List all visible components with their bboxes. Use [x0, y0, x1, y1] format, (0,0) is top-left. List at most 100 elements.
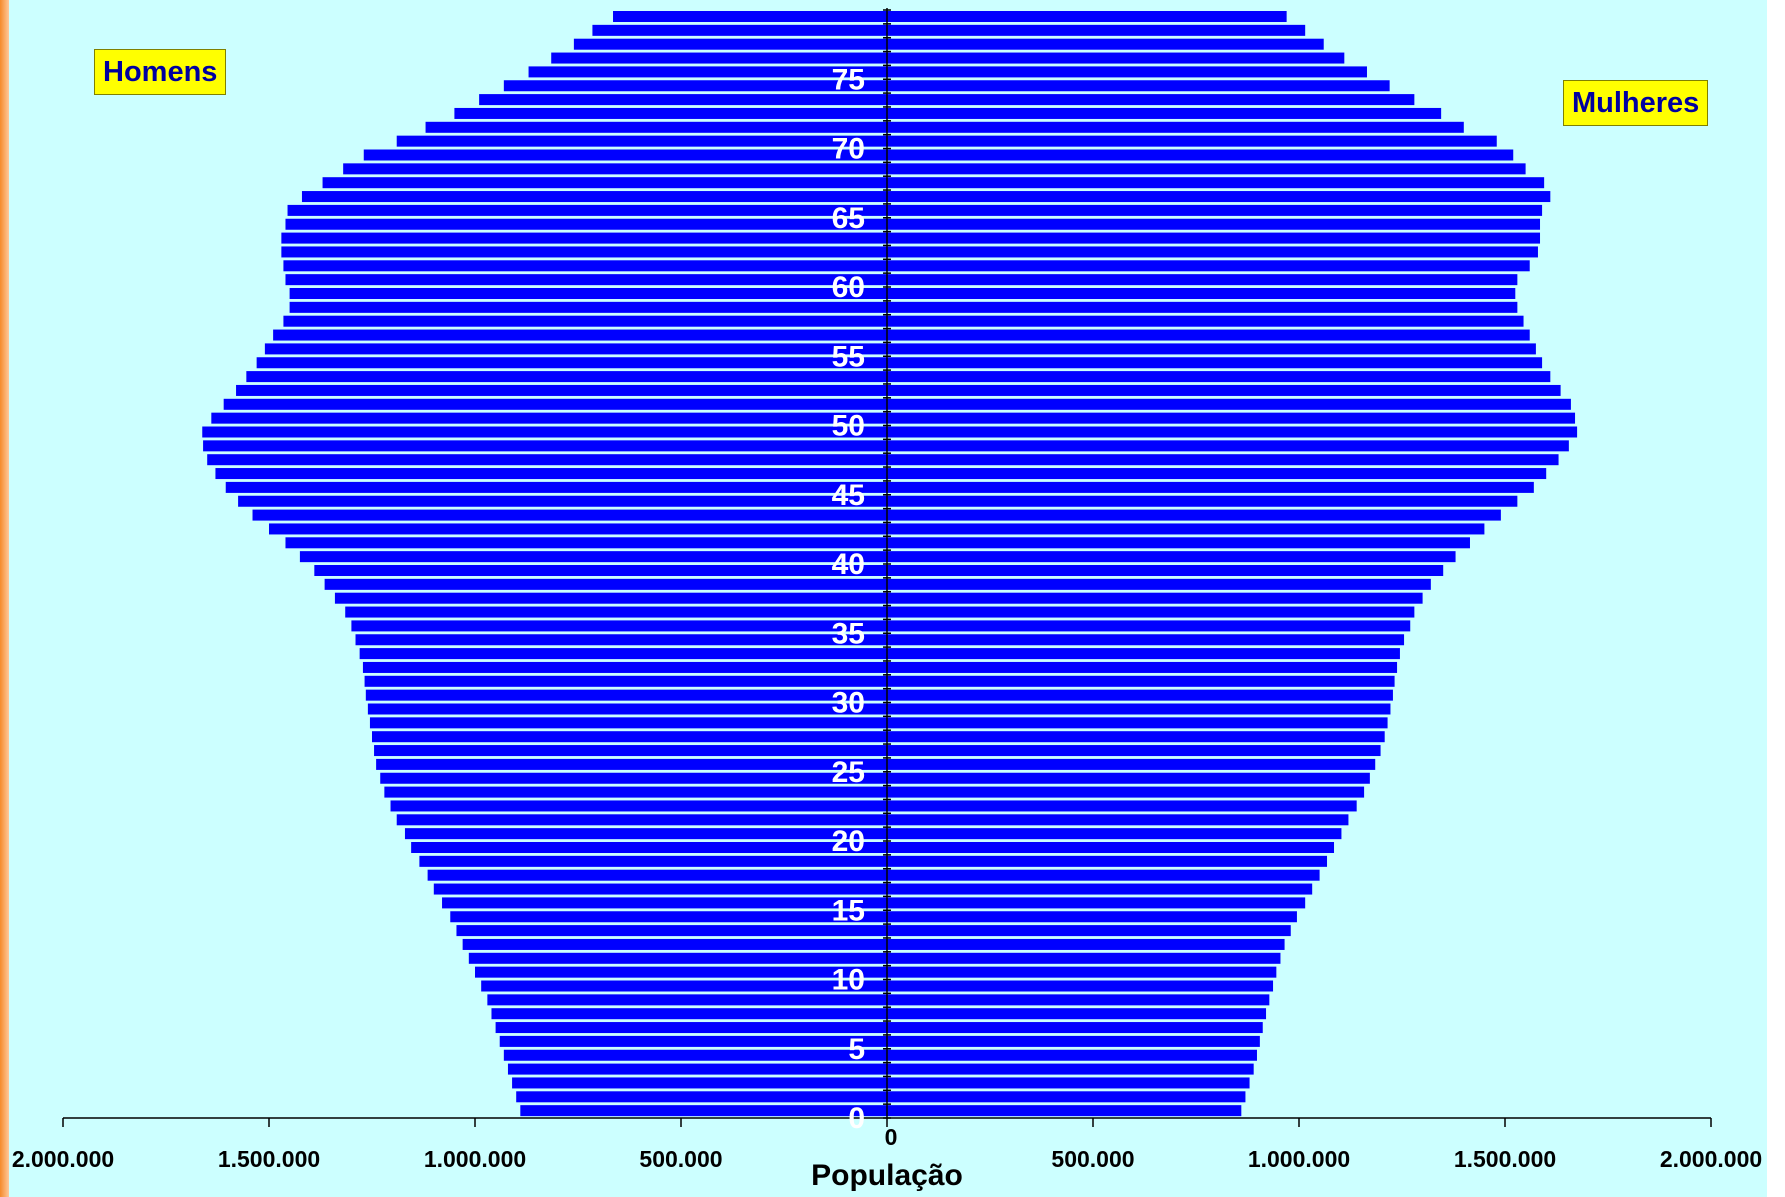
bar-mulheres-16: [887, 883, 1313, 895]
bar-homens-19: [411, 842, 887, 853]
bar-mulheres-44: [887, 495, 1518, 507]
bar-mulheres-4: [887, 1049, 1257, 1061]
x-tick-label-0: 2.000.000: [12, 1146, 114, 1172]
bar-mulheres-63: [887, 232, 1541, 244]
bar-homens-72: [454, 107, 887, 119]
bar-mulheres-71: [887, 121, 1464, 133]
bar-homens-41: [285, 537, 888, 549]
bar-mulheres-60: [887, 274, 1518, 286]
bar-homens-53: [246, 371, 888, 383]
bar-homens-25: [376, 758, 887, 770]
bar-homens-29: [367, 703, 887, 715]
bar-mulheres-42: [887, 523, 1485, 535]
bar-mulheres-11: [887, 952, 1281, 964]
bar-mulheres-68: [887, 163, 1526, 175]
bar-mulheres-43: [887, 509, 1501, 521]
bar-homens-0: [520, 1105, 887, 1117]
bar-homens-48: [203, 440, 887, 452]
bar-mulheres-50: [887, 412, 1576, 424]
bar-mulheres-38: [887, 578, 1431, 590]
age-label-50: 50: [832, 410, 865, 443]
bar-mulheres-29: [887, 703, 1391, 715]
bar-homens-77: [573, 38, 887, 50]
bar-homens-65: [287, 204, 887, 216]
bar-mulheres-34: [887, 634, 1405, 646]
bar-mulheres-57: [887, 315, 1524, 327]
bar-homens-17: [427, 869, 887, 881]
age-label-55: 55: [832, 340, 865, 373]
legend-homens: Homens: [94, 49, 227, 95]
bar-homens-40: [299, 551, 887, 563]
bar-homens-30: [365, 689, 887, 701]
bar-mulheres-28: [887, 717, 1388, 729]
bar-mulheres-32: [887, 661, 1398, 673]
bar-mulheres-39: [887, 565, 1444, 576]
bar-mulheres-37: [887, 592, 1423, 604]
bar-mulheres-69: [887, 149, 1514, 161]
bar-homens-45: [225, 481, 888, 493]
bar-homens-67: [322, 177, 887, 189]
bar-homens-62: [281, 246, 887, 258]
bar-homens-56: [273, 329, 887, 341]
x-tick-labels-group: 2.000.000 1.500.000 1.000.000 500.000 0 500.0…: [12, 1124, 1762, 1172]
age-label-10: 10: [832, 964, 865, 997]
bar-homens-50: [211, 412, 887, 424]
x-tick-label-3: 500.000: [639, 1146, 722, 1172]
bar-mulheres-47: [887, 454, 1559, 466]
bar-mulheres-48: [887, 440, 1569, 452]
bar-mulheres-31: [887, 675, 1395, 687]
age-label-5: 5: [848, 1033, 865, 1066]
bar-mulheres-21: [887, 814, 1349, 826]
bar-homens-11: [468, 952, 887, 964]
bar-homens-39: [314, 565, 887, 576]
bar-homens-33: [359, 648, 887, 660]
bar-mulheres-36: [887, 606, 1415, 618]
age-label-60: 60: [832, 271, 865, 304]
bar-mulheres-73: [887, 94, 1415, 106]
bar-mulheres-40: [887, 551, 1456, 563]
x-tick-label-7: 1.500.000: [1454, 1146, 1556, 1172]
bar-homens-16: [433, 883, 887, 895]
bar-mulheres-41: [887, 537, 1470, 549]
bar-homens-35: [351, 620, 887, 632]
bar-mulheres-66: [887, 191, 1551, 203]
bar-mulheres-27: [887, 731, 1385, 743]
bar-homens-76: [551, 52, 887, 64]
bar-homens-60: [285, 274, 888, 286]
bar-homens-14: [450, 911, 887, 923]
bar-homens-74: [503, 80, 887, 92]
bar-homens-55: [264, 343, 887, 355]
age-label-35: 35: [832, 617, 865, 650]
bar-homens-71: [425, 121, 887, 133]
age-label-70: 70: [832, 133, 865, 166]
bar-mulheres-18: [887, 855, 1328, 867]
bar-homens-36: [345, 606, 888, 618]
bar-homens-51: [223, 398, 887, 410]
bar-homens-12: [462, 938, 887, 950]
bar-homens-4: [503, 1049, 887, 1061]
age-label-15: 15: [832, 894, 865, 927]
bar-homens-61: [283, 260, 887, 272]
bar-mulheres-76: [887, 52, 1345, 64]
bar-mulheres-67: [887, 177, 1545, 189]
bar-mulheres-0: [887, 1105, 1242, 1117]
bar-homens-73: [479, 94, 887, 106]
bar-mulheres-45: [887, 481, 1534, 493]
bar-mulheres-72: [887, 107, 1442, 119]
bar-homens-42: [269, 523, 887, 535]
bar-mulheres-9: [887, 980, 1274, 992]
bar-mulheres-70: [887, 135, 1497, 147]
bar-homens-70: [396, 135, 887, 147]
bar-homens-6: [495, 1022, 887, 1034]
bar-homens-20: [404, 828, 887, 840]
bar-mulheres-46: [887, 468, 1547, 480]
bar-homens-22: [390, 800, 887, 812]
bar-mulheres-59: [887, 288, 1516, 299]
bar-homens-64: [285, 218, 888, 230]
bar-mulheres-35: [887, 620, 1411, 632]
bar-homens-1: [516, 1091, 887, 1103]
bar-mulheres-24: [887, 772, 1370, 784]
bar-mulheres-53: [887, 371, 1551, 383]
bar-mulheres-15: [887, 897, 1306, 909]
